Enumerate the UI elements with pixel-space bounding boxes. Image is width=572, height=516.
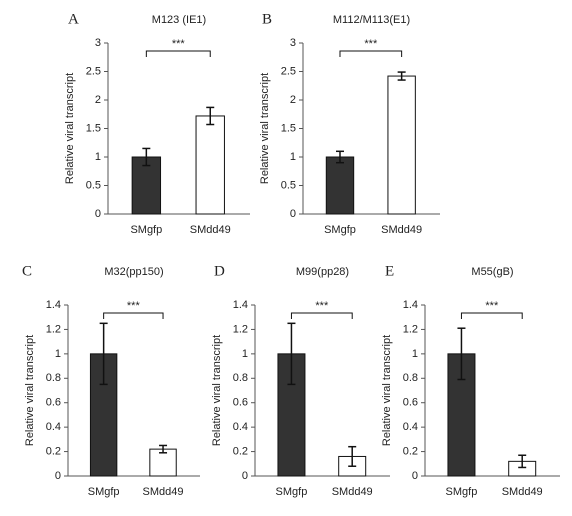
y-tick-label: 1 xyxy=(242,348,248,360)
y-tick-label: 0.6 xyxy=(46,397,61,409)
y-tick-label: 0 xyxy=(242,470,248,482)
y-tick-label: 0.8 xyxy=(233,372,248,384)
y-tick-label: 0.2 xyxy=(403,445,418,457)
x-tick-label: SMdd49 xyxy=(190,224,231,236)
x-tick-label: SMgfp xyxy=(88,486,120,498)
y-tick-label: 0.8 xyxy=(46,372,61,384)
y-tick-label: 0 xyxy=(290,208,296,220)
y-tick-label: 0.2 xyxy=(233,445,248,457)
y-tick-label: 0.5 xyxy=(281,179,296,191)
bar xyxy=(387,75,416,215)
panel-label: B xyxy=(262,11,272,27)
bar xyxy=(195,115,225,215)
y-tick-label: 1.4 xyxy=(233,299,248,311)
significance-label: *** xyxy=(127,300,141,312)
y-tick-label: 0.6 xyxy=(403,397,418,409)
y-tick-label: 1 xyxy=(412,348,418,360)
significance-bracket xyxy=(145,50,211,57)
y-tick-label: 2.5 xyxy=(281,65,296,77)
y-tick-label: 0.4 xyxy=(403,421,418,433)
x-tick-label: SMgfp xyxy=(324,224,356,236)
x-tick-label: SMdd49 xyxy=(502,486,543,498)
y-axis-label: Relative viral transcript xyxy=(381,335,393,446)
y-tick-label: 1.5 xyxy=(281,122,296,134)
chart-title: M112/M113(E1) xyxy=(333,14,410,26)
y-tick-label: 0.8 xyxy=(403,372,418,384)
significance-bracket xyxy=(103,312,164,319)
y-tick-label: 1 xyxy=(95,151,101,163)
panel-label: C xyxy=(22,263,32,279)
panel-label: D xyxy=(214,263,225,279)
x-tick-label: SMdd49 xyxy=(143,486,184,498)
y-tick-label: 0 xyxy=(412,470,418,482)
chart-title: M55(gB) xyxy=(471,266,513,278)
chart-title: M123 (IE1) xyxy=(152,14,206,26)
y-axis-label: Relative viral transcript xyxy=(64,73,76,184)
y-tick-label: 1.2 xyxy=(233,323,248,335)
y-tick-label: 0.4 xyxy=(233,421,248,433)
y-tick-label: 0.2 xyxy=(46,445,61,457)
y-tick-label: 1 xyxy=(290,151,296,163)
y-tick-label: 1.2 xyxy=(46,323,61,335)
y-tick-label: 2 xyxy=(95,94,101,106)
y-tick-label: 2 xyxy=(290,94,296,106)
x-tick-label: SMgfp xyxy=(446,486,478,498)
bar xyxy=(325,156,355,215)
significance-label: *** xyxy=(315,300,329,312)
panel-label: A xyxy=(68,11,79,27)
x-tick-label: SMgfp xyxy=(130,224,162,236)
y-tick-label: 0.5 xyxy=(86,179,101,191)
x-tick-label: SMdd49 xyxy=(381,224,422,236)
y-tick-label: 0 xyxy=(95,208,101,220)
y-tick-label: 1 xyxy=(55,348,61,360)
y-tick-label: 0.4 xyxy=(46,421,61,433)
y-axis-label: Relative viral transcript xyxy=(259,73,271,184)
y-axis-label: Relative viral transcript xyxy=(211,335,223,446)
y-tick-label: 0.6 xyxy=(233,397,248,409)
significance-label: *** xyxy=(485,300,499,312)
y-tick-label: 3 xyxy=(290,37,296,49)
x-tick-label: SMdd49 xyxy=(332,486,373,498)
y-tick-label: 1.5 xyxy=(86,122,101,134)
chart-title: M32(pp150) xyxy=(104,266,163,278)
y-tick-label: 2.5 xyxy=(86,65,101,77)
chart-title: M99(pp28) xyxy=(296,266,349,278)
y-tick-label: 1.4 xyxy=(403,299,418,311)
y-tick-label: 3 xyxy=(95,37,101,49)
y-tick-label: 0 xyxy=(55,470,61,482)
y-tick-label: 1.4 xyxy=(46,299,61,311)
y-axis-label: Relative viral transcript xyxy=(24,335,36,446)
significance-label: *** xyxy=(172,38,186,50)
significance-bracket xyxy=(460,312,523,319)
significance-label: *** xyxy=(364,38,378,50)
x-tick-label: SMgfp xyxy=(276,486,308,498)
panel-label: E xyxy=(385,263,394,279)
significance-bracket xyxy=(339,50,403,57)
significance-bracket xyxy=(290,312,353,319)
y-tick-label: 1.2 xyxy=(403,323,418,335)
